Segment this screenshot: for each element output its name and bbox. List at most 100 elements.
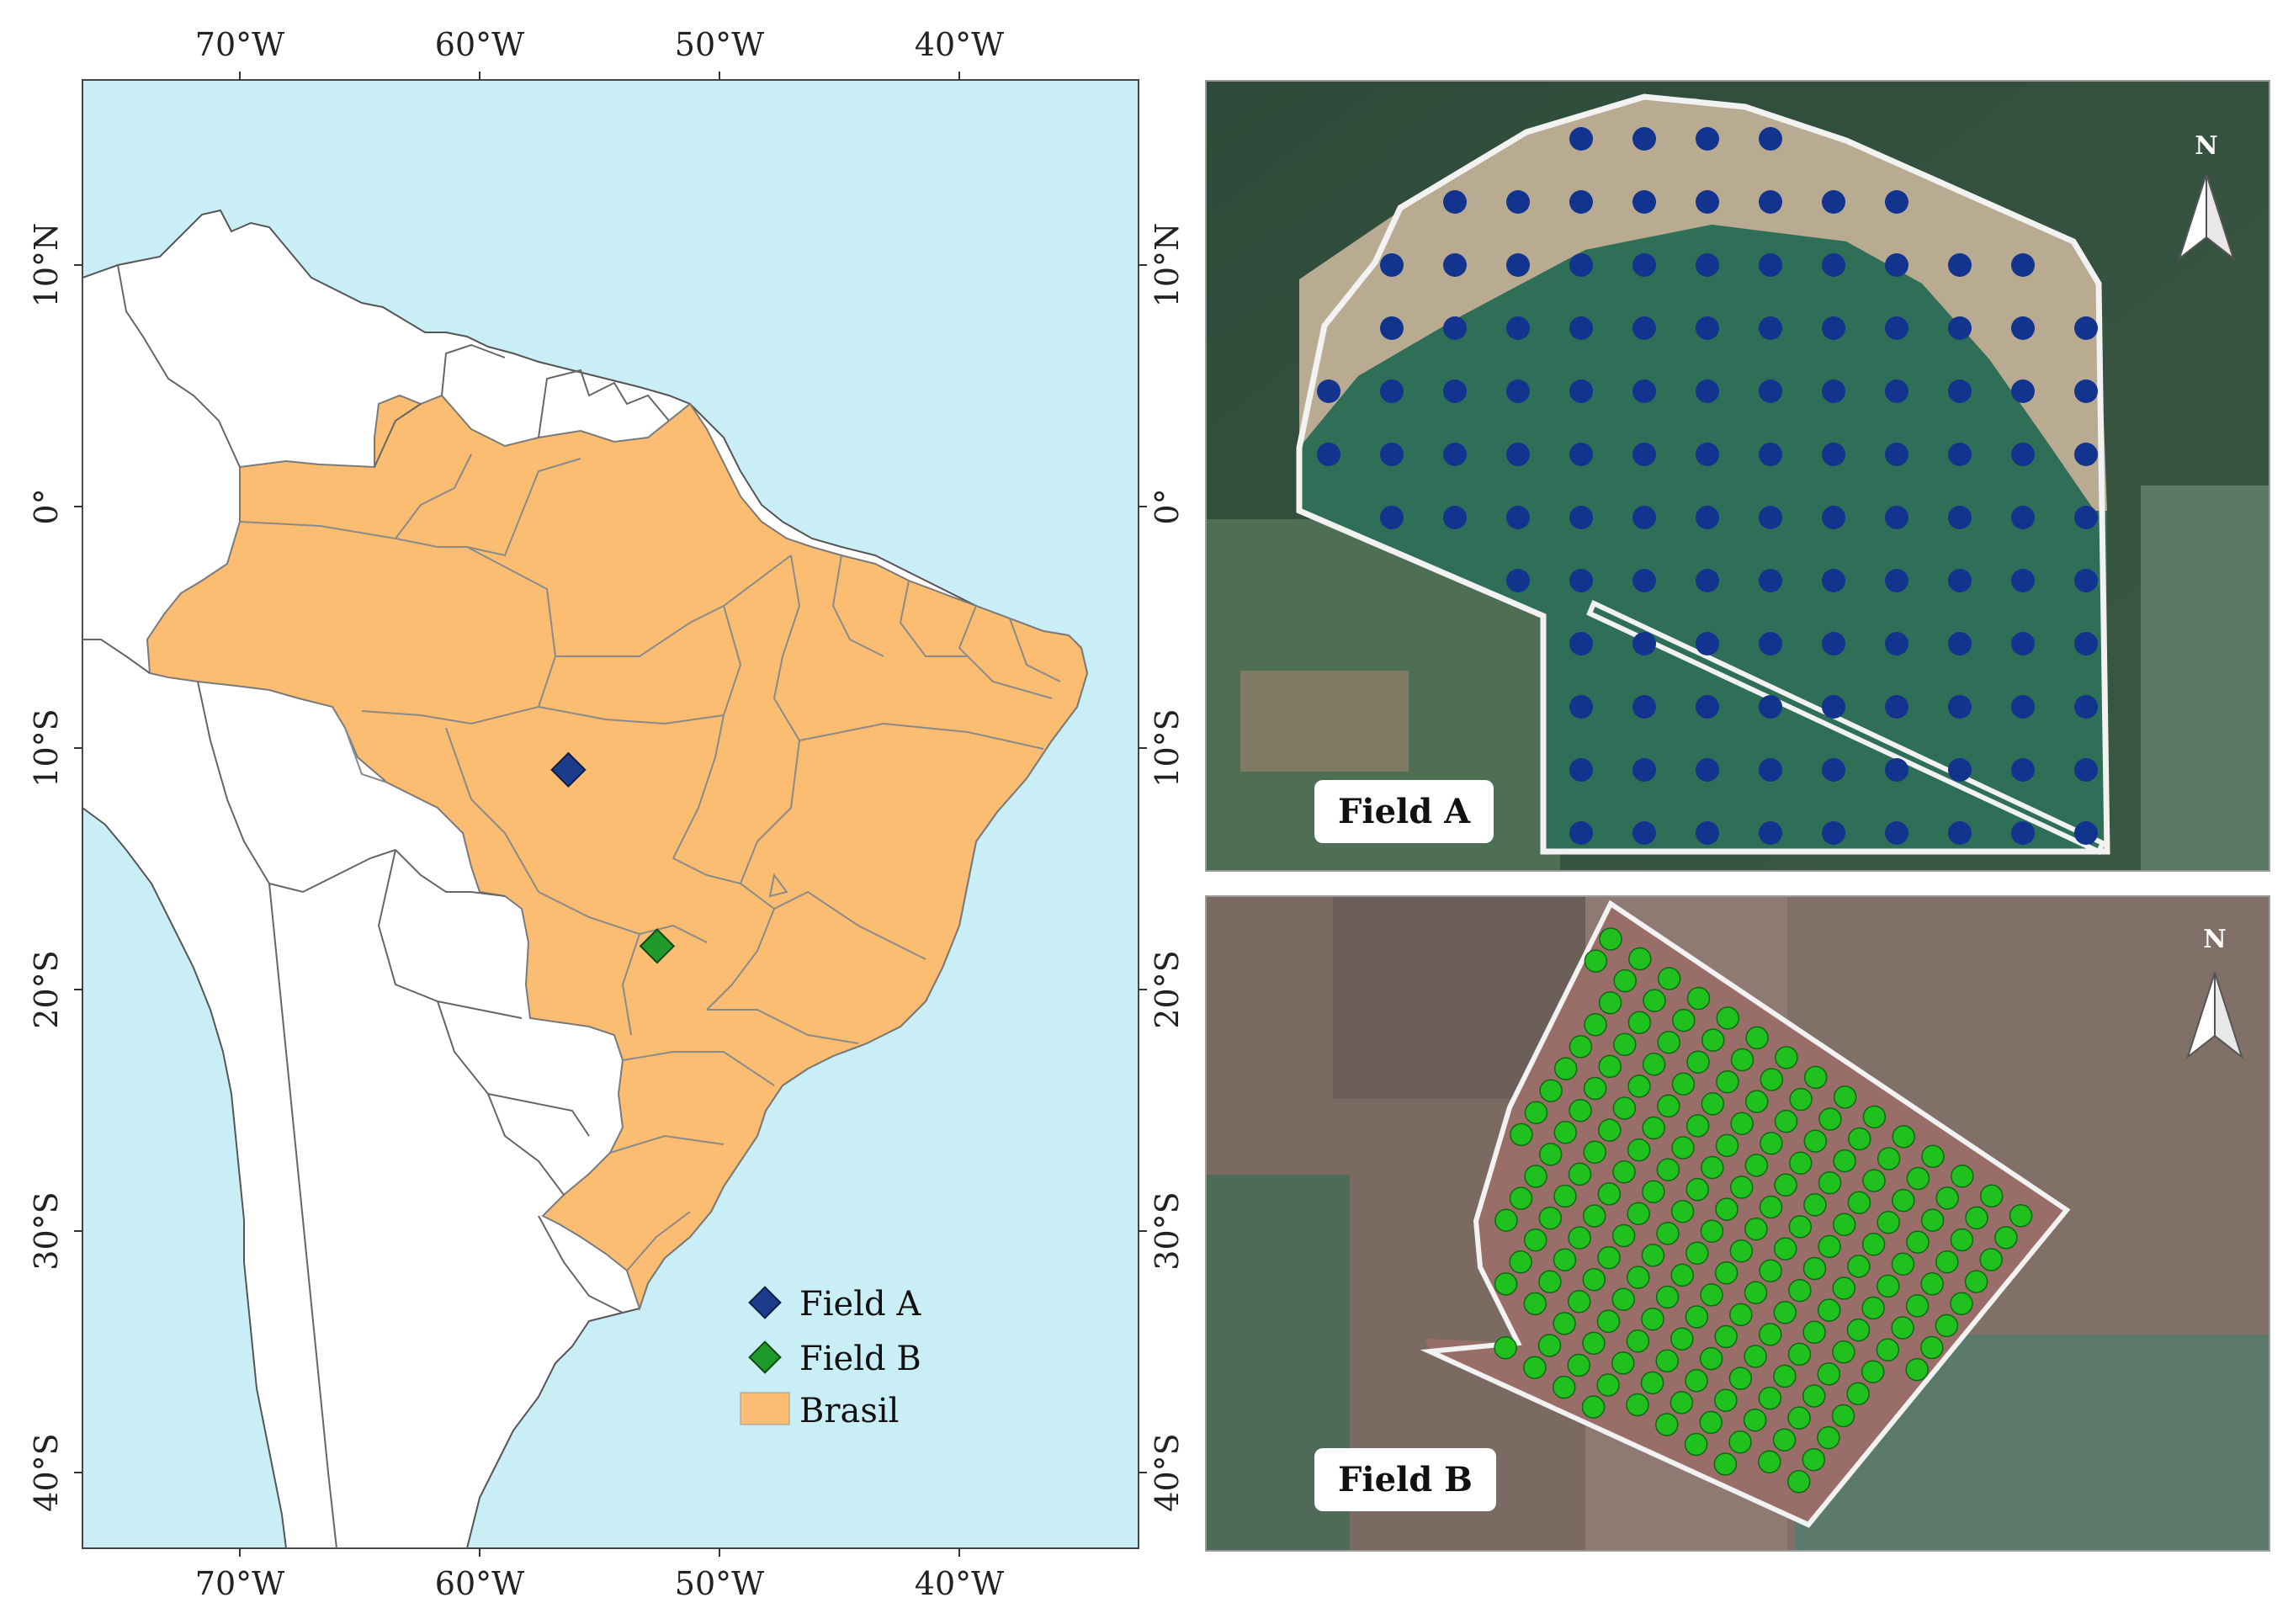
field-a-point xyxy=(2011,443,2035,466)
lon-labels-top: 70°W 60°W 50°W 40°W xyxy=(195,26,1004,63)
field-b-panel: N Field B xyxy=(1205,895,2270,1552)
field-a-point xyxy=(2074,632,2098,655)
field-a-point xyxy=(1380,443,1404,466)
field-a-point xyxy=(2074,316,2098,340)
field-a-green-area xyxy=(1299,225,2107,852)
field-b-point xyxy=(1846,1318,1871,1342)
field-b-point xyxy=(1627,1011,1652,1034)
field-a-point xyxy=(2074,443,2098,466)
lon-tick-40w: 40°W xyxy=(915,26,1004,63)
field-a-panel: N Field A xyxy=(1205,80,2270,872)
field-a-point xyxy=(1696,190,1719,214)
field-b-point xyxy=(1744,1217,1768,1241)
field-b-point xyxy=(1686,986,1711,1011)
field-a-point xyxy=(1885,695,1908,719)
field-b-point xyxy=(1538,1206,1563,1230)
field-b-point xyxy=(1599,927,1622,951)
field-a-point xyxy=(1759,821,1782,845)
field-b-point xyxy=(1686,1050,1710,1074)
field-a-point xyxy=(1569,190,1593,214)
field-b-point xyxy=(1935,1186,1959,1210)
field-a-point xyxy=(1948,695,1972,719)
field-a-point xyxy=(1506,443,1530,466)
field-a-point xyxy=(1948,253,1972,277)
field-b-point xyxy=(1758,1450,1781,1474)
field-b-point xyxy=(1743,1408,1767,1432)
field-b-point xyxy=(1657,967,1681,990)
legend-field-a-label: Field A xyxy=(799,1285,921,1324)
field-b-point xyxy=(1612,1160,1636,1184)
field-b-point xyxy=(1657,1030,1680,1054)
field-a-point xyxy=(1506,506,1530,529)
field-b-point xyxy=(1964,1270,1988,1293)
field-a-point xyxy=(1632,695,1656,719)
field-b-point xyxy=(1699,1346,1723,1371)
field-b-point xyxy=(1553,1057,1578,1080)
field-b-point xyxy=(1846,1382,1870,1406)
field-b-point xyxy=(1728,1367,1753,1390)
field-a-point xyxy=(1443,190,1467,214)
field-b-point xyxy=(1802,1320,1826,1345)
north-arrow-b: N xyxy=(2186,925,2243,1059)
field-b-imagery: N xyxy=(1207,897,2269,1550)
field-b-point xyxy=(1935,1250,1959,1274)
field-b-point xyxy=(1951,1165,1974,1188)
field-b-point xyxy=(1538,1270,1562,1294)
field-b-point xyxy=(1598,1118,1622,1142)
field-a-point xyxy=(1885,316,1908,340)
field-a-point xyxy=(1885,758,1908,782)
field-a-point xyxy=(1759,443,1782,466)
field-b-point xyxy=(1523,1228,1547,1252)
field-b-point xyxy=(1728,1430,1752,1454)
field-a-point xyxy=(1696,695,1719,719)
field-b-point xyxy=(1582,1267,1606,1292)
field-b-point xyxy=(1596,1373,1620,1397)
field-b-point xyxy=(1524,1101,1548,1125)
field-b-point xyxy=(1773,1364,1797,1388)
field-a-point xyxy=(1443,443,1467,466)
field-b-point xyxy=(1655,1413,1679,1436)
field-b-point xyxy=(1818,1107,1842,1131)
field-b-point xyxy=(1833,1149,1856,1173)
field-b-point xyxy=(1979,1184,2004,1208)
field-a-point xyxy=(1759,127,1782,151)
field-b-point xyxy=(1744,1090,1769,1113)
field-b-point xyxy=(1892,1188,1915,1213)
lat-tick-10s-right: 10°S xyxy=(1149,709,1186,787)
field-b-point xyxy=(1596,1309,1621,1334)
field-b-point xyxy=(1701,1155,1724,1180)
field-b-point xyxy=(1745,1026,1769,1050)
field-a-point xyxy=(1696,443,1719,466)
field-b-point xyxy=(1920,1208,1945,1232)
field-b-point xyxy=(1847,1255,1871,1278)
field-b-point xyxy=(1877,1147,1901,1170)
field-b-point xyxy=(1713,1452,1738,1476)
field-b-point xyxy=(1786,1470,1811,1494)
field-a-point xyxy=(1696,758,1719,782)
field-a-point xyxy=(1506,569,1530,592)
field-b-point xyxy=(1685,1177,1709,1202)
lat-tick-0-right: 0° xyxy=(1149,488,1186,524)
field-b-point xyxy=(1744,1154,1769,1177)
field-b-point xyxy=(1597,1245,1621,1270)
field-b-point xyxy=(1510,1122,1533,1147)
field-a-point xyxy=(1822,379,1845,403)
country-boundaries xyxy=(82,264,670,1548)
field-b-point xyxy=(1760,1068,1784,1091)
field-b-point xyxy=(1553,1184,1577,1208)
field-a-point xyxy=(1696,506,1719,529)
field-b-point xyxy=(1494,1208,1518,1232)
field-b-point xyxy=(1611,1351,1635,1375)
field-a-sampling-points xyxy=(1317,127,2098,845)
field-b-point xyxy=(1729,1239,1754,1263)
field-b-point xyxy=(1539,1079,1563,1102)
field-b-point xyxy=(1567,1353,1591,1377)
field-a-point xyxy=(1948,443,1972,466)
field-b-point xyxy=(2009,1204,2033,1228)
field-a-point xyxy=(1822,695,1845,719)
field-a-point xyxy=(1822,443,1845,466)
field-a-point xyxy=(1822,758,1845,782)
lon-tick-60w-bottom: 60°W xyxy=(435,1565,524,1602)
field-a-point xyxy=(1759,569,1782,592)
field-b-point xyxy=(1701,1028,1725,1052)
